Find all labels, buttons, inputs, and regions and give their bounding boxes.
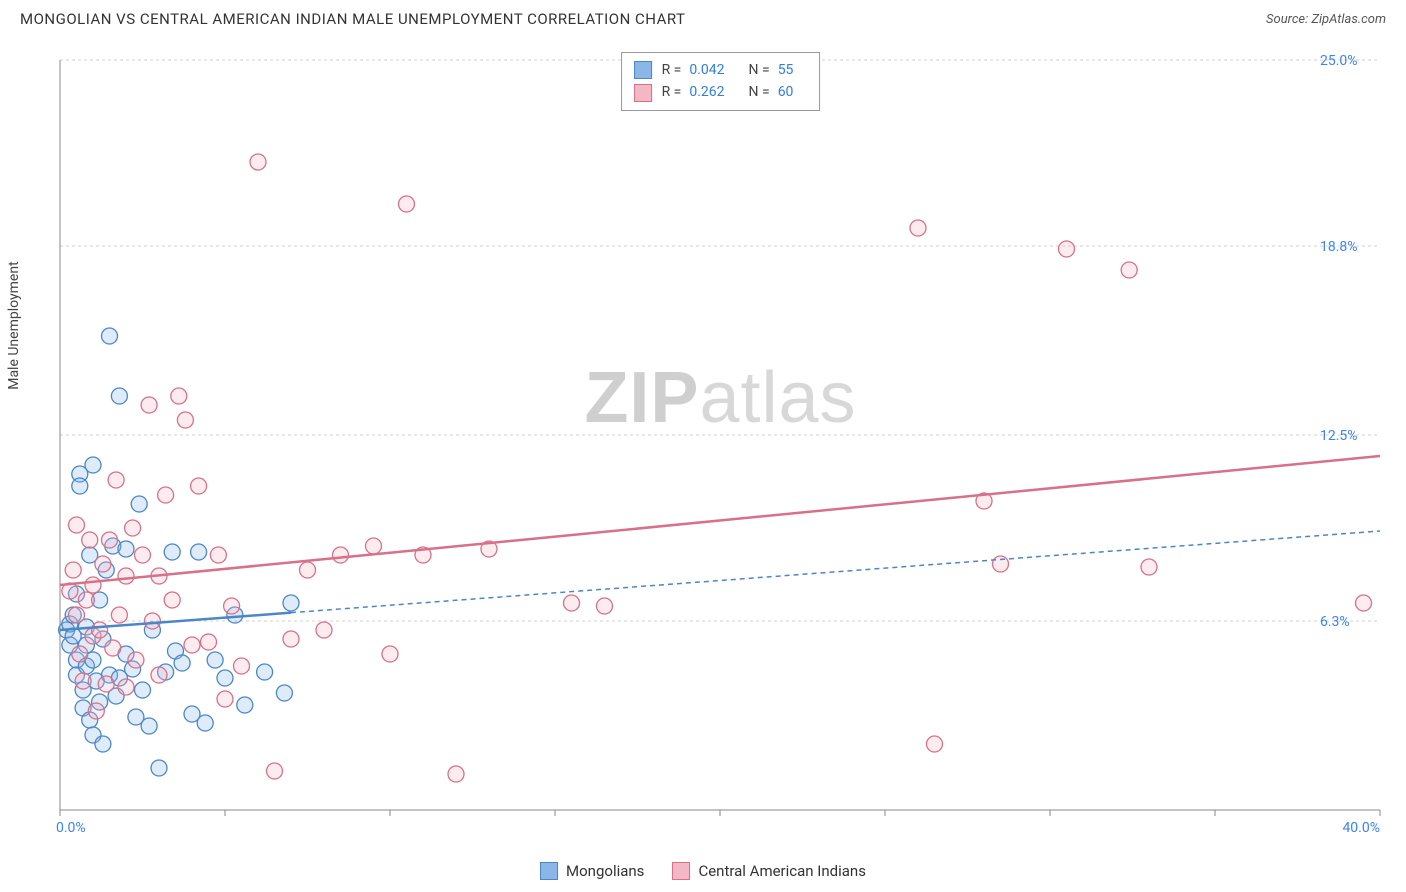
data-point xyxy=(98,676,114,692)
legend-label: Central American Indians xyxy=(698,862,866,880)
data-point xyxy=(141,397,157,413)
data-point xyxy=(135,682,151,698)
data-point xyxy=(177,412,193,428)
data-point xyxy=(333,547,349,563)
data-point xyxy=(316,622,332,638)
data-point xyxy=(993,556,1009,572)
data-point xyxy=(597,598,613,614)
data-point xyxy=(72,478,88,494)
data-point xyxy=(910,220,926,236)
data-point xyxy=(105,640,121,656)
data-point xyxy=(564,595,580,611)
data-point xyxy=(72,646,88,662)
svg-text:25.0%: 25.0% xyxy=(1320,53,1358,69)
legend-swatch xyxy=(540,862,558,880)
svg-text:40.0%: 40.0% xyxy=(1342,820,1380,836)
data-point xyxy=(111,607,127,623)
data-point xyxy=(164,544,180,560)
legend-label: Mongolians xyxy=(566,862,644,880)
data-point xyxy=(184,637,200,653)
data-point xyxy=(448,766,464,782)
source-link[interactable]: ZipAtlas.com xyxy=(1311,12,1386,27)
data-point xyxy=(237,697,253,713)
data-point xyxy=(267,763,283,779)
data-point xyxy=(399,196,415,212)
svg-text:18.8%: 18.8% xyxy=(1320,239,1358,255)
data-point xyxy=(927,736,943,752)
data-point xyxy=(102,328,118,344)
chart-title: MONGOLIAN VS CENTRAL AMERICAN INDIAN MAL… xyxy=(20,10,686,28)
svg-text:0.0%: 0.0% xyxy=(56,820,86,836)
data-point xyxy=(88,703,104,719)
data-point xyxy=(300,562,316,578)
data-point xyxy=(207,652,223,668)
data-point xyxy=(197,715,213,731)
data-point xyxy=(257,664,273,680)
data-point xyxy=(191,544,207,560)
data-point xyxy=(224,598,240,614)
data-point xyxy=(82,532,98,548)
y-axis-title: Male Unemployment xyxy=(6,261,22,389)
legend-row: R =0.042N =55 xyxy=(634,59,808,81)
series-legend: Mongolians Central American Indians xyxy=(540,862,866,880)
data-point xyxy=(118,568,134,584)
legend-row: R =0.262N =60 xyxy=(634,81,808,103)
legend-item: Mongolians xyxy=(540,862,644,880)
legend-swatch xyxy=(634,61,652,79)
data-point xyxy=(118,679,134,695)
svg-text:12.5%: 12.5% xyxy=(1320,428,1358,444)
data-point xyxy=(102,532,118,548)
legend-swatch xyxy=(634,84,652,102)
data-point xyxy=(125,520,141,536)
data-point xyxy=(75,673,91,689)
data-point xyxy=(217,670,233,686)
data-point xyxy=(135,547,151,563)
data-point xyxy=(65,562,81,578)
data-point xyxy=(151,760,167,776)
data-point xyxy=(131,496,147,512)
data-point xyxy=(118,541,134,557)
data-point xyxy=(95,556,111,572)
data-point xyxy=(164,592,180,608)
data-point xyxy=(78,592,94,608)
scatter-chart: 6.3%12.5%18.8%25.0%0.0%40.0% ZIPatlas R … xyxy=(50,50,1391,842)
data-point xyxy=(144,613,160,629)
data-point xyxy=(382,646,398,662)
data-point xyxy=(283,631,299,647)
data-point xyxy=(1141,559,1157,575)
source-attribution: Source: ZipAtlas.com xyxy=(1266,12,1386,27)
data-point xyxy=(191,478,207,494)
data-point xyxy=(69,517,85,533)
data-point xyxy=(210,547,226,563)
data-point xyxy=(174,655,190,671)
data-point xyxy=(69,607,85,623)
data-point xyxy=(92,622,108,638)
correlation-legend: R =0.042N =55R =0.262N =60 xyxy=(621,52,821,111)
data-point xyxy=(158,487,174,503)
legend-swatch xyxy=(672,862,690,880)
svg-text:6.3%: 6.3% xyxy=(1320,614,1350,630)
plot-svg: 6.3% 12.5% 18.8% 25.0% 0.0% 40.0% xyxy=(50,50,1391,842)
data-point xyxy=(283,595,299,611)
data-point xyxy=(111,388,127,404)
data-point xyxy=(1121,262,1137,278)
data-point xyxy=(201,634,217,650)
data-point xyxy=(151,667,167,683)
data-point xyxy=(1356,595,1372,611)
data-point xyxy=(95,736,111,752)
data-point xyxy=(171,388,187,404)
data-point xyxy=(234,658,250,674)
data-point xyxy=(108,472,124,488)
data-point xyxy=(276,685,292,701)
data-point xyxy=(85,577,101,593)
data-point xyxy=(217,691,233,707)
data-point xyxy=(128,652,144,668)
data-point xyxy=(85,457,101,473)
data-point xyxy=(141,718,157,734)
data-point xyxy=(366,538,382,554)
data-point xyxy=(1059,241,1075,257)
data-point xyxy=(250,154,266,170)
legend-item: Central American Indians xyxy=(672,862,866,880)
